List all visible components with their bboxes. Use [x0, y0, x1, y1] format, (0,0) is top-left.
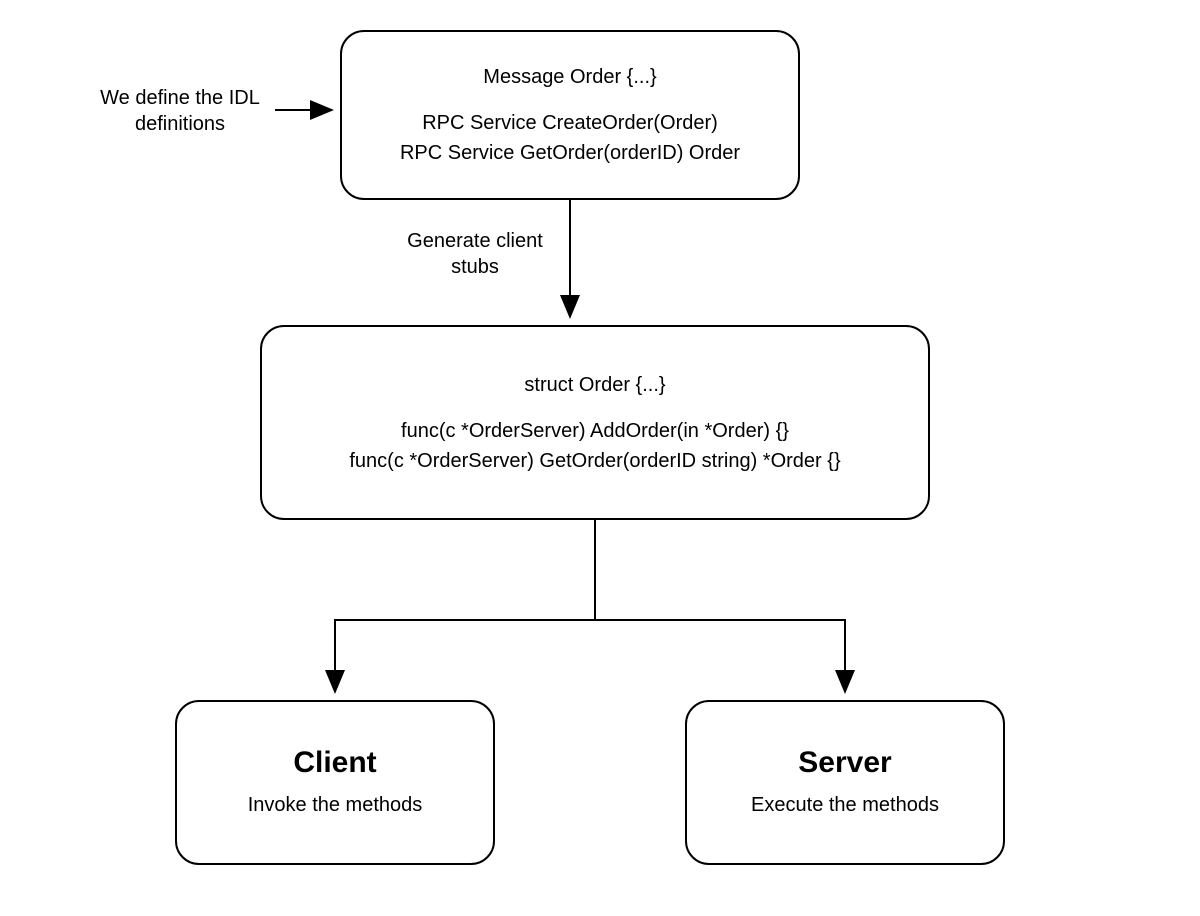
annotation-idl-line2: definitions	[135, 113, 225, 135]
annotation-idl-line1: We define the IDL	[100, 87, 260, 109]
idl-line-3: RPC Service GetOrder(orderID) Order	[400, 138, 740, 168]
edge-stubs-to-client	[335, 520, 595, 690]
server-box: Server Execute the methods	[685, 700, 1005, 865]
client-subtitle: Invoke the methods	[248, 790, 423, 820]
idl-line-1: Message Order {...}	[483, 62, 656, 92]
annotation-generate-line2: stubs	[451, 256, 499, 278]
annotation-generate: Generate client stubs	[390, 228, 560, 280]
edge-stubs-to-server	[595, 520, 845, 690]
stubs-line-2: func(c *OrderServer) AddOrder(in *Order)…	[401, 416, 789, 446]
idl-line-2: RPC Service CreateOrder(Order)	[422, 108, 718, 138]
generated-stubs-box: struct Order {...} func(c *OrderServer) …	[260, 325, 930, 520]
server-title: Server	[798, 746, 891, 780]
annotation-idl: We define the IDL definitions	[85, 85, 275, 137]
stubs-line-3: func(c *OrderServer) GetOrder(orderID st…	[349, 446, 840, 476]
server-subtitle: Execute the methods	[751, 790, 939, 820]
client-title: Client	[293, 746, 376, 780]
idl-definitions-box: Message Order {...} RPC Service CreateOr…	[340, 30, 800, 200]
stubs-line-1: struct Order {...}	[524, 370, 665, 400]
annotation-generate-line1: Generate client	[407, 230, 543, 252]
client-box: Client Invoke the methods	[175, 700, 495, 865]
